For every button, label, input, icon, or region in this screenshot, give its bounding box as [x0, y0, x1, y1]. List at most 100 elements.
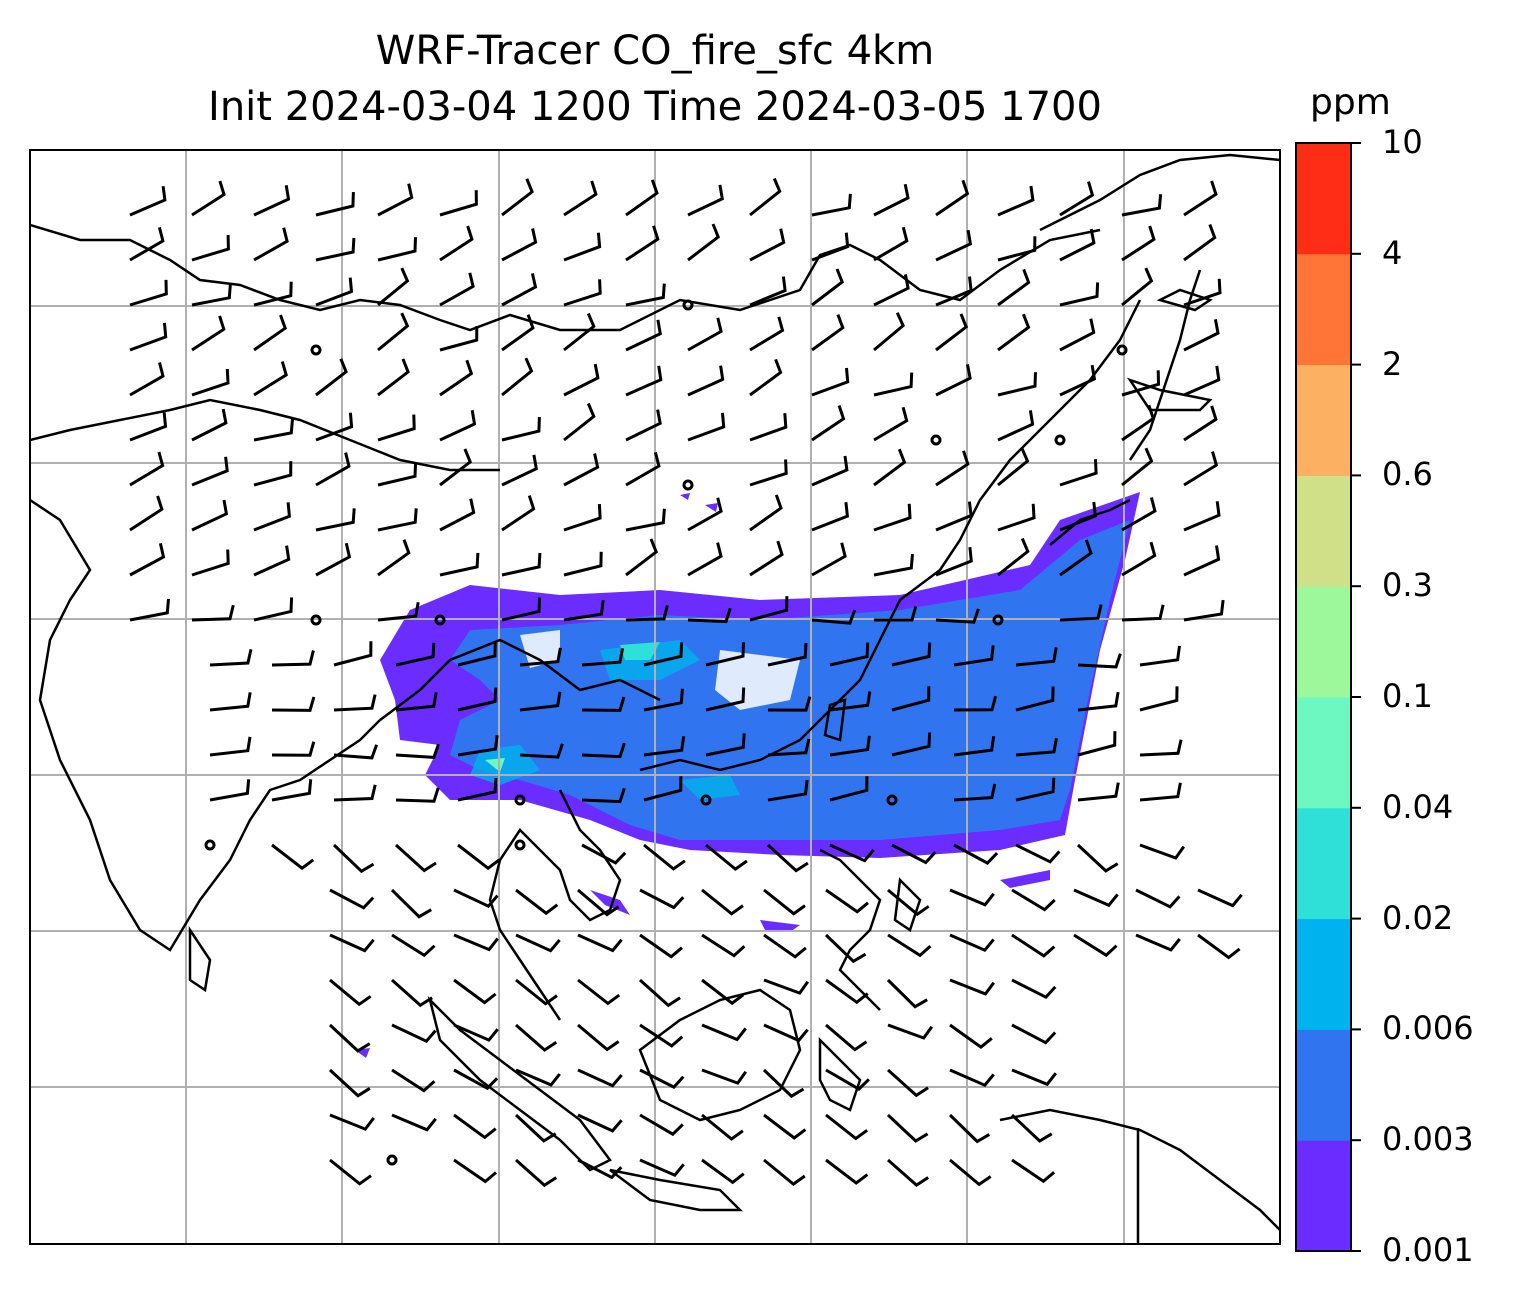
wind-barb — [625, 409, 662, 442]
wind-barb — [581, 742, 626, 759]
wind-barb — [873, 183, 910, 217]
wind-barb — [829, 776, 869, 802]
wind-barb — [191, 234, 230, 262]
wind-barb — [949, 888, 995, 907]
wind-barb — [377, 237, 417, 262]
wind-barb — [997, 185, 1035, 217]
wind-barb — [514, 1113, 557, 1143]
wind-barb — [873, 372, 914, 397]
wind-barb — [515, 1158, 558, 1188]
wind-barb — [333, 744, 379, 760]
wind-barb — [701, 978, 745, 1006]
wind-barb — [887, 933, 932, 958]
colorbar-unit-label: ppm — [1310, 82, 1391, 123]
wind-barb — [1011, 888, 1056, 912]
calm-wind-marker — [930, 434, 942, 446]
wind-barb — [315, 192, 355, 217]
wind-barb — [829, 735, 871, 757]
map-border — [29, 149, 1281, 1245]
wind-barb — [329, 888, 375, 910]
wind-barb — [625, 225, 660, 262]
wind-barb — [873, 312, 905, 352]
wind-barb — [457, 735, 499, 757]
wind-barb — [129, 227, 165, 262]
wind-barb — [1183, 223, 1217, 262]
wind-barb — [563, 232, 602, 262]
wind-barb — [315, 452, 351, 487]
wind-barb — [129, 186, 167, 217]
wind-barb — [253, 281, 293, 307]
wind-barb — [886, 1068, 929, 1098]
wind-barb — [563, 180, 598, 217]
wind-barb — [953, 843, 999, 865]
wind-barb — [767, 779, 809, 802]
wind-barb — [457, 687, 498, 712]
wind-barb — [563, 402, 596, 442]
wind-barb — [643, 688, 684, 712]
wind-barb — [439, 326, 479, 352]
wind-barb — [191, 604, 235, 622]
wind-barb — [639, 1068, 685, 1089]
wind-barb — [1197, 933, 1241, 960]
wind-barb — [129, 542, 166, 577]
wind-barb — [886, 978, 928, 1009]
wind-barb — [453, 933, 499, 952]
wind-barb — [949, 933, 995, 953]
wind-barb — [935, 179, 970, 217]
wind-barb — [701, 1023, 747, 1042]
wind-barb — [687, 607, 732, 624]
wind-barb — [935, 313, 969, 352]
wind-barb — [453, 1158, 497, 1184]
wind-barb — [271, 779, 313, 802]
wind-barb — [705, 733, 746, 757]
wind-barb — [749, 228, 786, 262]
wind-barb — [638, 978, 681, 1008]
wind-barb — [457, 843, 501, 871]
wind-barb — [625, 452, 661, 487]
wind-barb — [391, 933, 436, 958]
colorbar-tick-label: 2 — [1382, 344, 1403, 383]
wind-barb — [687, 223, 721, 262]
wind-barb — [687, 184, 724, 217]
wind-barb — [643, 736, 686, 757]
colorbar-tick-label: 0.1 — [1382, 677, 1433, 715]
wind-barb — [577, 888, 620, 917]
wind-barb — [129, 362, 165, 397]
wind-barb — [935, 501, 973, 532]
calm-wind-marker — [386, 1154, 398, 1166]
wind-barb — [563, 312, 596, 352]
colorbar-tick-label: 4 — [1382, 233, 1403, 272]
wind-barb — [1183, 278, 1222, 307]
wind-barb — [1077, 691, 1120, 712]
wind-barb — [687, 542, 723, 577]
wind-barb — [1015, 843, 1061, 864]
wind-barb — [935, 608, 980, 624]
wind-barb — [577, 1068, 623, 1088]
wind-barb — [811, 609, 857, 625]
wind-barb — [501, 417, 541, 442]
wind-barb — [701, 933, 746, 958]
wind-barb — [209, 779, 251, 802]
wind-barb — [1011, 978, 1057, 1000]
wind-barb — [581, 787, 626, 804]
wind-barb — [1121, 370, 1161, 397]
wind-barb — [209, 736, 252, 757]
wind-barb — [253, 314, 287, 352]
wind-barb — [129, 495, 164, 532]
wind-barb — [873, 274, 910, 307]
wind-barb — [829, 691, 872, 712]
wind-barb — [577, 1158, 623, 1180]
wind-barb — [501, 314, 535, 352]
wind-barb — [191, 408, 228, 442]
wind-barb — [191, 549, 230, 577]
wind-barb — [253, 461, 293, 487]
wind-barb — [377, 602, 420, 622]
wind-barb — [749, 177, 782, 217]
wind-barb — [129, 322, 168, 352]
wind-barb — [315, 277, 354, 307]
wind-barb — [328, 1068, 371, 1098]
wind-barb — [643, 843, 686, 871]
calm-wind-marker — [204, 839, 216, 851]
wind-barb — [377, 414, 416, 442]
wind-barb — [315, 508, 356, 532]
